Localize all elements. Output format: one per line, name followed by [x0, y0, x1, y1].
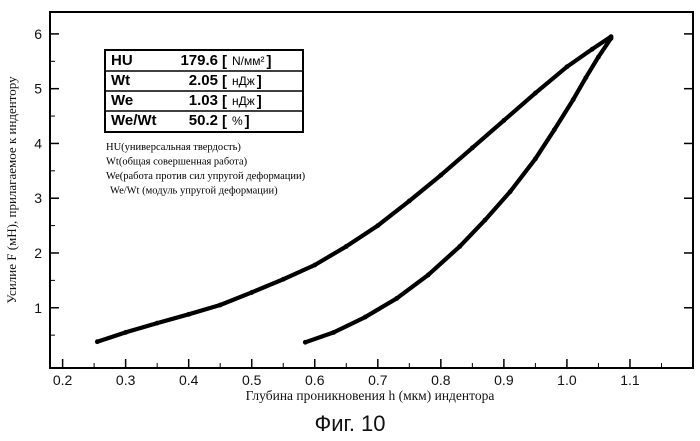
- results-key: Wt: [111, 72, 130, 89]
- data-point: [394, 296, 399, 301]
- legend-note: Wt(общая совершенная работа): [106, 157, 248, 168]
- data-point: [155, 321, 160, 326]
- results-unit: нДж: [232, 74, 255, 88]
- data-point: [249, 290, 254, 295]
- x-tick-label: 0.8: [431, 372, 451, 388]
- unit-bracket-close: ]: [245, 113, 250, 130]
- x-tick-label: 0.3: [116, 372, 136, 388]
- data-point: [483, 218, 488, 223]
- data-point: [552, 127, 557, 132]
- data-point: [438, 173, 443, 178]
- data-point: [303, 340, 308, 345]
- x-tick-label: 0.7: [368, 372, 388, 388]
- legend-note: We(работа против сил упругой деформации): [106, 171, 306, 182]
- y-tick-label: 6: [34, 26, 42, 42]
- results-value: 50.2: [189, 112, 218, 129]
- results-unit: N/мм²: [232, 54, 265, 68]
- results-table: HU 179.6 N/мм² [] Wt 2.05 нДж [] We 1.03 нДж [] We/W…: [105, 50, 303, 132]
- results-key: We: [111, 92, 133, 109]
- unit-bracket-close: ]: [267, 53, 272, 70]
- x-tick-label: 0.9: [494, 372, 514, 388]
- data-point: [590, 47, 595, 52]
- legend-note: HU(универсальная твердость): [106, 142, 241, 153]
- y-tick-label: 3: [34, 190, 42, 206]
- x-axis-ticks: 0.2 0.3 0.4 0.5 0.6 0.7 0.8 0.9 1.0 1.1: [53, 359, 662, 388]
- unit-bracket-open: [: [222, 73, 227, 90]
- data-point: [501, 118, 506, 123]
- y-axis-label: Усилие F (мН), прилагаемое к индентору: [4, 76, 19, 304]
- data-point: [218, 303, 223, 308]
- x-tick-label: 0.4: [179, 372, 199, 388]
- unit-bracket-open: [: [222, 113, 227, 130]
- results-value: 179.6: [180, 52, 218, 69]
- y-tick-label: 4: [34, 135, 42, 151]
- data-point: [571, 97, 576, 102]
- data-point: [470, 145, 475, 150]
- x-axis-label: Глубина проникновения h (мкм) индентора: [246, 388, 495, 403]
- unit-bracket-close: ]: [257, 93, 262, 110]
- figure-caption: Фиг. 10: [314, 411, 385, 436]
- unit-bracket-close: ]: [257, 73, 262, 90]
- results-key: We/Wt: [111, 112, 157, 129]
- results-unit: %: [232, 114, 243, 128]
- data-point: [331, 330, 336, 335]
- x-tick-label: 0.5: [242, 372, 262, 388]
- data-point: [312, 263, 317, 268]
- load-displacement-chart: 0.2 0.3 0.4 0.5 0.6 0.7 0.8 0.9 1.0 1.1 1 2 3 4 5 6 HU…: [0, 0, 700, 441]
- legend-note: We/Wt (модуль упругой деформации): [110, 186, 278, 197]
- x-tick-label: 0.2: [53, 372, 73, 388]
- results-unit: нДж: [232, 94, 255, 108]
- data-point: [565, 64, 570, 69]
- y-tick-label: 1: [34, 300, 42, 316]
- data-point: [186, 312, 191, 317]
- data-point: [123, 330, 128, 335]
- data-point: [457, 244, 462, 249]
- data-point: [609, 36, 614, 41]
- data-point: [375, 223, 380, 228]
- data-point: [407, 199, 412, 204]
- x-tick-label: 1.1: [620, 372, 640, 388]
- y-tick-label: 2: [34, 245, 42, 261]
- data-point: [508, 189, 513, 194]
- unit-bracket-open: [: [222, 53, 227, 70]
- results-value: 1.03: [189, 92, 218, 109]
- y-tick-label: 5: [34, 81, 42, 97]
- data-point: [95, 339, 100, 344]
- data-point: [533, 91, 538, 96]
- data-point: [596, 55, 601, 60]
- unloading-curve: [305, 38, 611, 342]
- data-point: [281, 277, 286, 282]
- legend-notes: HU(универсальная твердость) Wt(общая сове…: [106, 142, 306, 197]
- data-point: [533, 156, 538, 161]
- data-point: [426, 272, 431, 277]
- results-value: 2.05: [189, 72, 218, 89]
- x-tick-label: 0.6: [305, 372, 325, 388]
- data-point: [344, 244, 349, 249]
- x-tick-label: 1.0: [557, 372, 577, 388]
- data-point: [363, 315, 368, 320]
- data-point: [583, 75, 588, 80]
- unit-bracket-open: [: [222, 93, 227, 110]
- results-key: HU: [111, 52, 133, 69]
